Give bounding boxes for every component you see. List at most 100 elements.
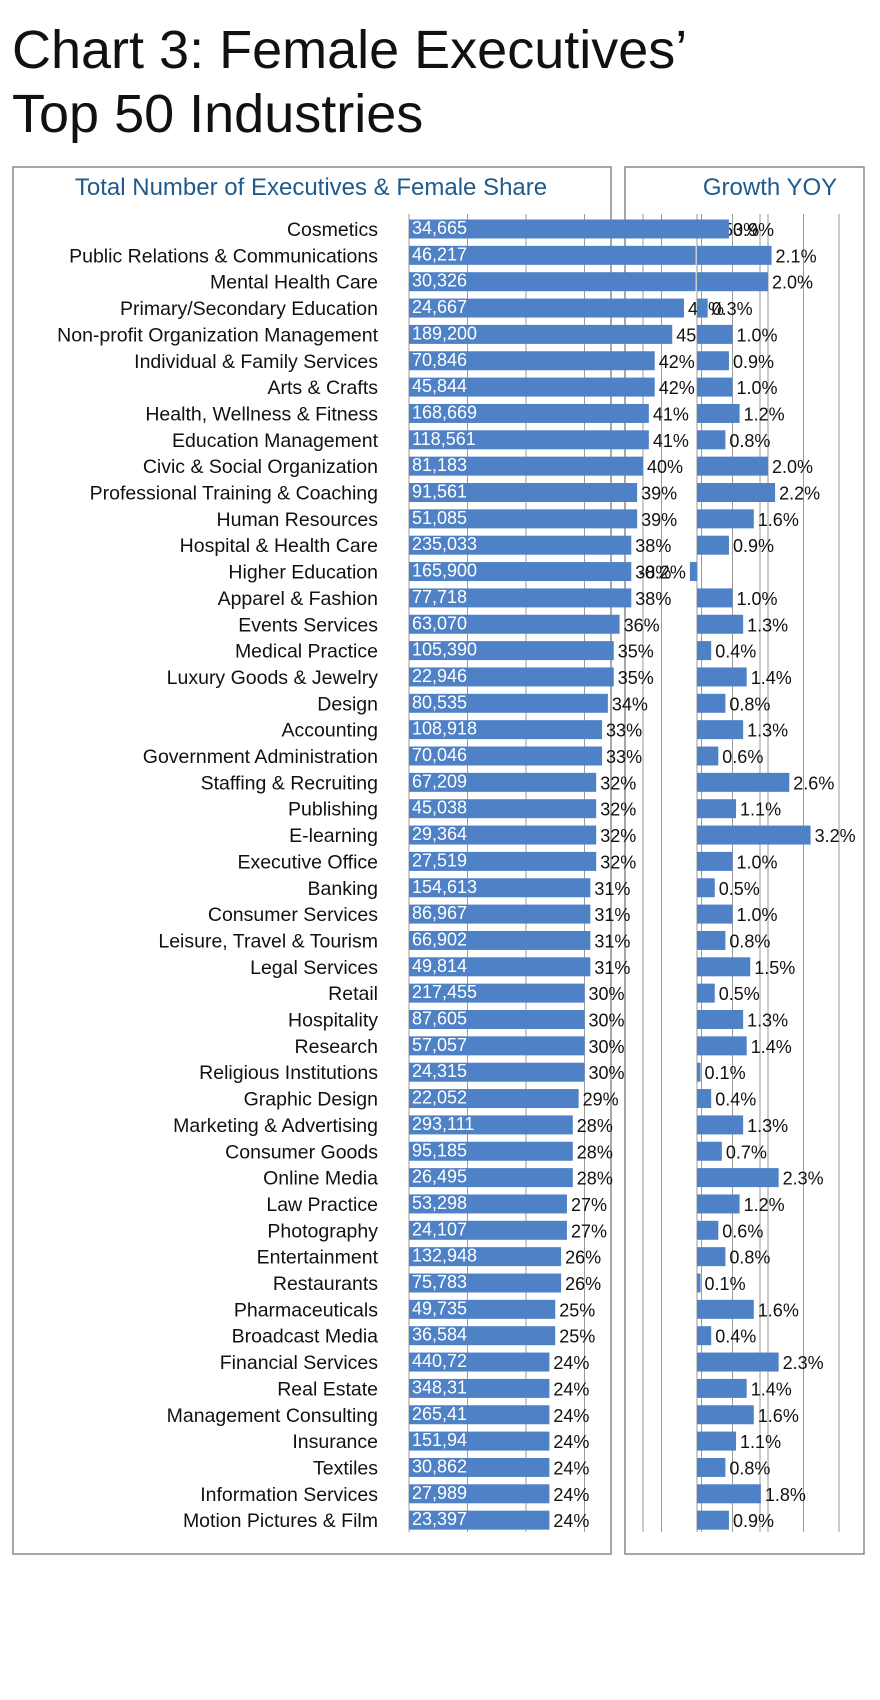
growth-bar [697,983,715,1003]
executive-count-label: 151,94 [412,1430,467,1450]
executive-count-label: 217,455 [412,982,477,1002]
growth-label: 0.8% [729,931,770,951]
growth-label: 1.0% [737,905,778,925]
female-share-bar [409,904,591,924]
female-share-label: 30% [589,1037,625,1057]
female-share-label: 35% [618,642,654,662]
category-label: Design [317,693,378,715]
female-share-bar [409,219,720,239]
category-label: Online Media [263,1168,378,1190]
female-share-bar [409,1510,550,1530]
female-share-bar [409,1299,556,1319]
growth-bar [697,483,776,502]
executive-count-label: 24,667 [412,297,467,317]
female-share-bar [409,1431,550,1451]
category-label: Law Practice [266,1194,378,1216]
female-share-label: 24% [553,1458,589,1478]
female-share-label: 38% [635,589,671,609]
executive-count-label: 22,052 [412,1088,467,1108]
female-share-label: 27% [571,1195,607,1215]
category-label: Higher Education [228,562,378,584]
category-label: Restaurants [273,1273,378,1295]
female-share-bar [409,272,696,292]
growth-label: 2.0% [772,273,813,293]
female-share-bar [409,1352,550,1372]
female-share-label: 36% [624,615,660,635]
growth-bar [697,430,726,450]
growth-label: 1.6% [758,1406,799,1426]
growth-bar [697,535,729,555]
growth-label: 1.1% [740,800,781,820]
female-share-bar [409,667,614,687]
category-label: Banking [308,878,378,900]
executive-count-label: 30,862 [412,1456,467,1476]
growth-bar [697,667,747,687]
growth-label: 0.6% [722,747,763,767]
right-panel-frame [624,166,865,1555]
female-share-label: 26% [565,1248,601,1268]
female-share-label: 31% [594,905,630,925]
growth-bar [697,1484,761,1504]
female-share-label: 42% [659,352,695,372]
female-share-label: 39% [641,484,677,504]
category-label: Broadcast Media [232,1326,378,1348]
executive-count-label: 86,967 [412,903,467,923]
female-share-label: 34% [612,694,648,714]
growth-label: 0.8% [729,1458,770,1478]
female-share-bar [409,693,608,713]
category-label: Health, Wellness & Fitness [145,403,378,425]
growth-bar [697,1220,719,1240]
category-label: Apparel & Fashion [218,588,378,610]
growth-label: 0.1% [705,1063,746,1083]
female-share-label: 32% [600,852,636,872]
growth-label: 1.0% [737,325,778,345]
growth-bar [697,1510,729,1530]
category-label: Medical Practice [235,641,378,663]
growth-label: 0.9% [733,352,774,372]
category-label: Consumer Goods [225,1141,378,1163]
female-share-label: 24% [553,1432,589,1452]
category-label: Pharmaceuticals [234,1299,378,1321]
executive-count-label: 22,946 [412,666,467,686]
growth-label: 1.0% [737,378,778,398]
female-share-label: 28% [577,1169,613,1189]
female-share-bar [409,403,649,423]
female-share-bar [409,772,597,792]
category-label: Research [295,1036,378,1058]
growth-bar [697,377,733,397]
executive-count-label: 70,046 [412,745,467,765]
growth-label: 2.0% [772,457,813,477]
female-share-label: 24% [553,1353,589,1373]
executive-count-label: 57,057 [412,1035,467,1055]
growth-bar [697,1352,779,1372]
category-label: Graphic Design [244,1089,378,1111]
growth-bar [697,1378,747,1398]
chart-rows: Cosmetics 34,665 53%0.9%Public Relations &… [57,218,855,1532]
growth-bar [697,298,708,318]
female-share-label: 24% [553,1379,589,1399]
growth-bar [697,588,733,608]
growth-label: 1.4% [751,1037,792,1057]
growth-label: 0.4% [715,1327,756,1347]
category-label: Human Resources [217,509,379,531]
female-share-bar [409,298,684,318]
female-share-label: 24% [553,1485,589,1505]
executive-count-label: 66,902 [412,929,467,949]
executive-count-label: 165,900 [412,561,477,581]
female-share-label: 30% [589,1063,625,1083]
female-share-bar [409,1484,550,1504]
female-share-label: 25% [559,1327,595,1347]
female-share-label: 28% [577,1116,613,1136]
growth-label: 0.4% [715,1090,756,1110]
female-share-bar [409,535,632,555]
executive-count-label: 24,107 [412,1219,467,1239]
female-share-bar [409,1247,562,1267]
executive-count-label: 36,584 [412,1325,467,1345]
category-label: Executive Office [237,851,378,873]
growth-label: 1.3% [747,721,788,741]
female-share-bar [409,825,597,845]
female-share-label: 27% [571,1221,607,1241]
growth-bar [697,1326,712,1346]
female-share-bar [409,720,603,740]
